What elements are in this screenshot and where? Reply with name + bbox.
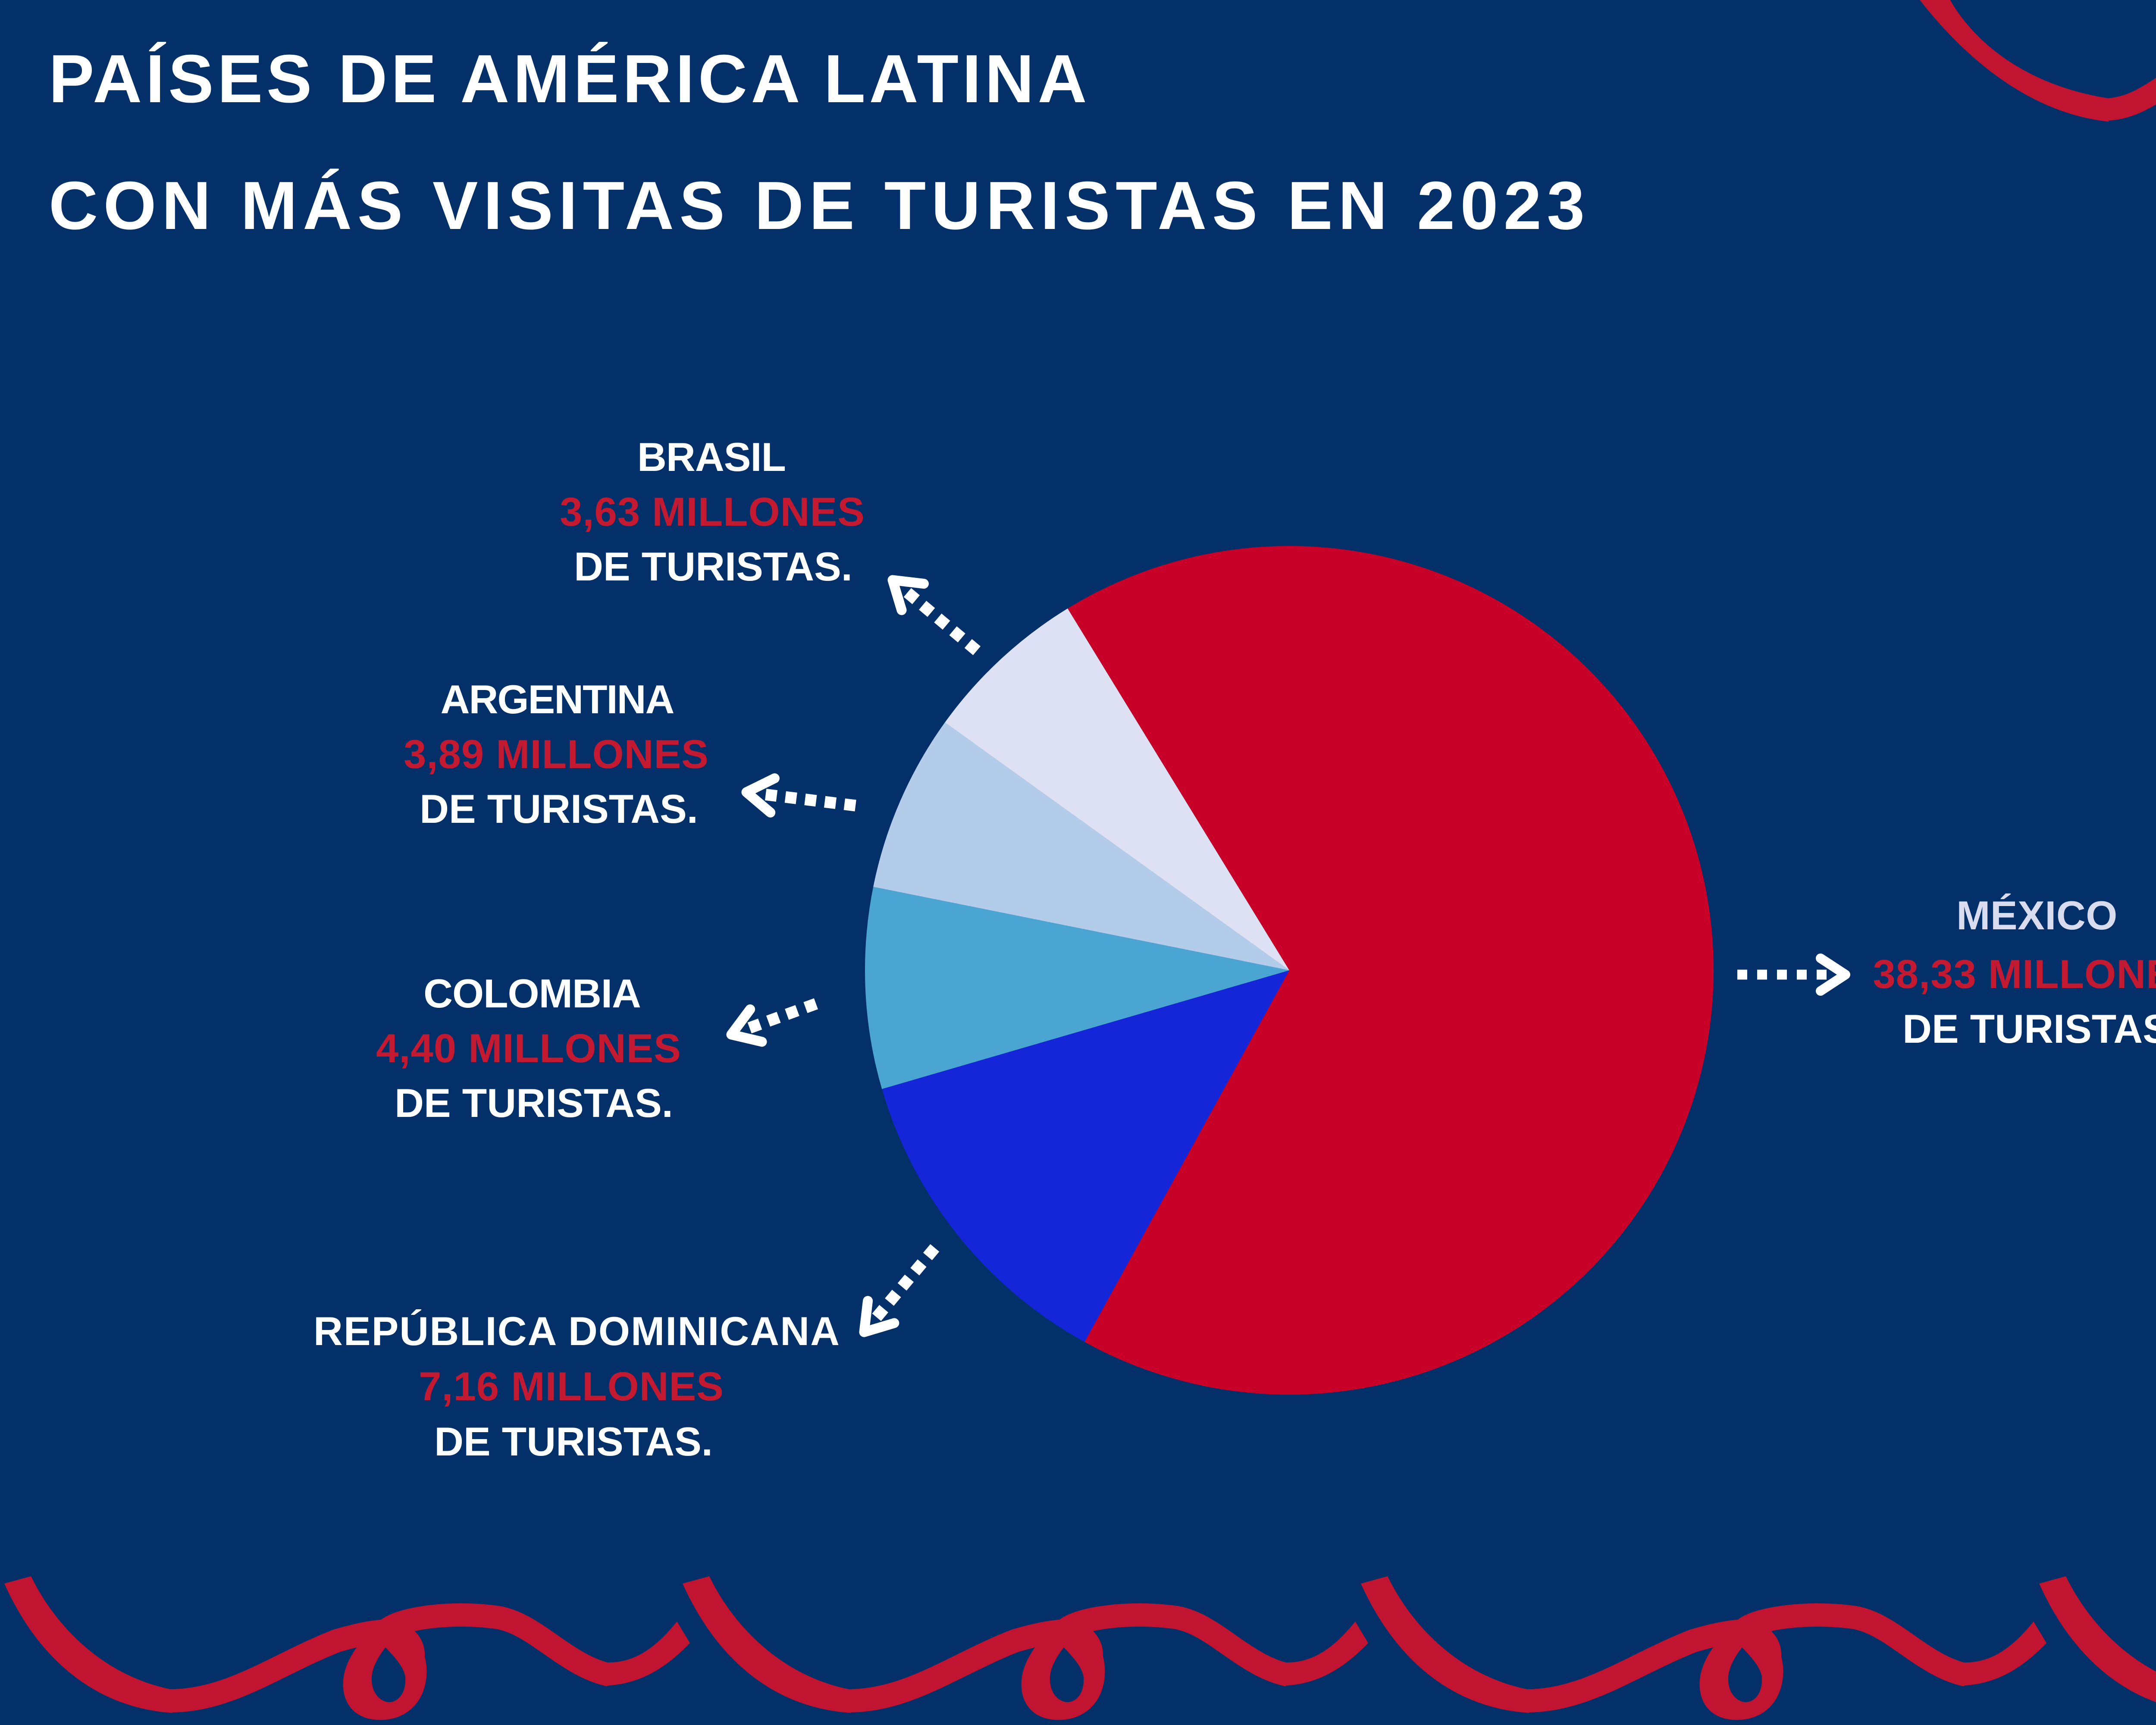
svg-text:PAÍSES DE AMÉRICA LATINA: PAÍSES DE AMÉRICA LATINA xyxy=(49,41,1091,117)
svg-text:BRASIL: BRASIL xyxy=(637,434,786,480)
svg-text:38,33 MILLONES: 38,33 MILLONES xyxy=(1873,951,2156,997)
svg-text:REPÚBLICA DOMINICANA: REPÚBLICA DOMINICANA xyxy=(313,1308,840,1354)
svg-text:DE TURISTAS.: DE TURISTAS. xyxy=(574,544,852,589)
svg-text:3,63 MILLONES: 3,63 MILLONES xyxy=(560,489,865,534)
svg-text:CON MÁS VISITAS DE TURISTAS EN: CON MÁS VISITAS DE TURISTAS EN 2023 xyxy=(49,168,1590,244)
svg-text:ARGENTINA: ARGENTINA xyxy=(441,677,674,722)
svg-text:3,89 MILLONES: 3,89 MILLONES xyxy=(404,731,709,777)
svg-text:4,40 MILLONES: 4,40 MILLONES xyxy=(376,1026,681,1071)
svg-text:DE TURISTAS.: DE TURISTAS. xyxy=(395,1080,673,1126)
svg-text:7,16 MILLONES: 7,16 MILLONES xyxy=(419,1364,724,1409)
svg-text:DE TURISTAS.: DE TURISTAS. xyxy=(1902,1006,2156,1051)
svg-text:DE TURISTAS.: DE TURISTAS. xyxy=(420,786,698,831)
svg-text:DE TURISTAS.: DE TURISTAS. xyxy=(434,1419,713,1464)
svg-text:MÉXICO: MÉXICO xyxy=(1956,893,2118,938)
svg-text:COLOMBIA: COLOMBIA xyxy=(423,971,641,1016)
